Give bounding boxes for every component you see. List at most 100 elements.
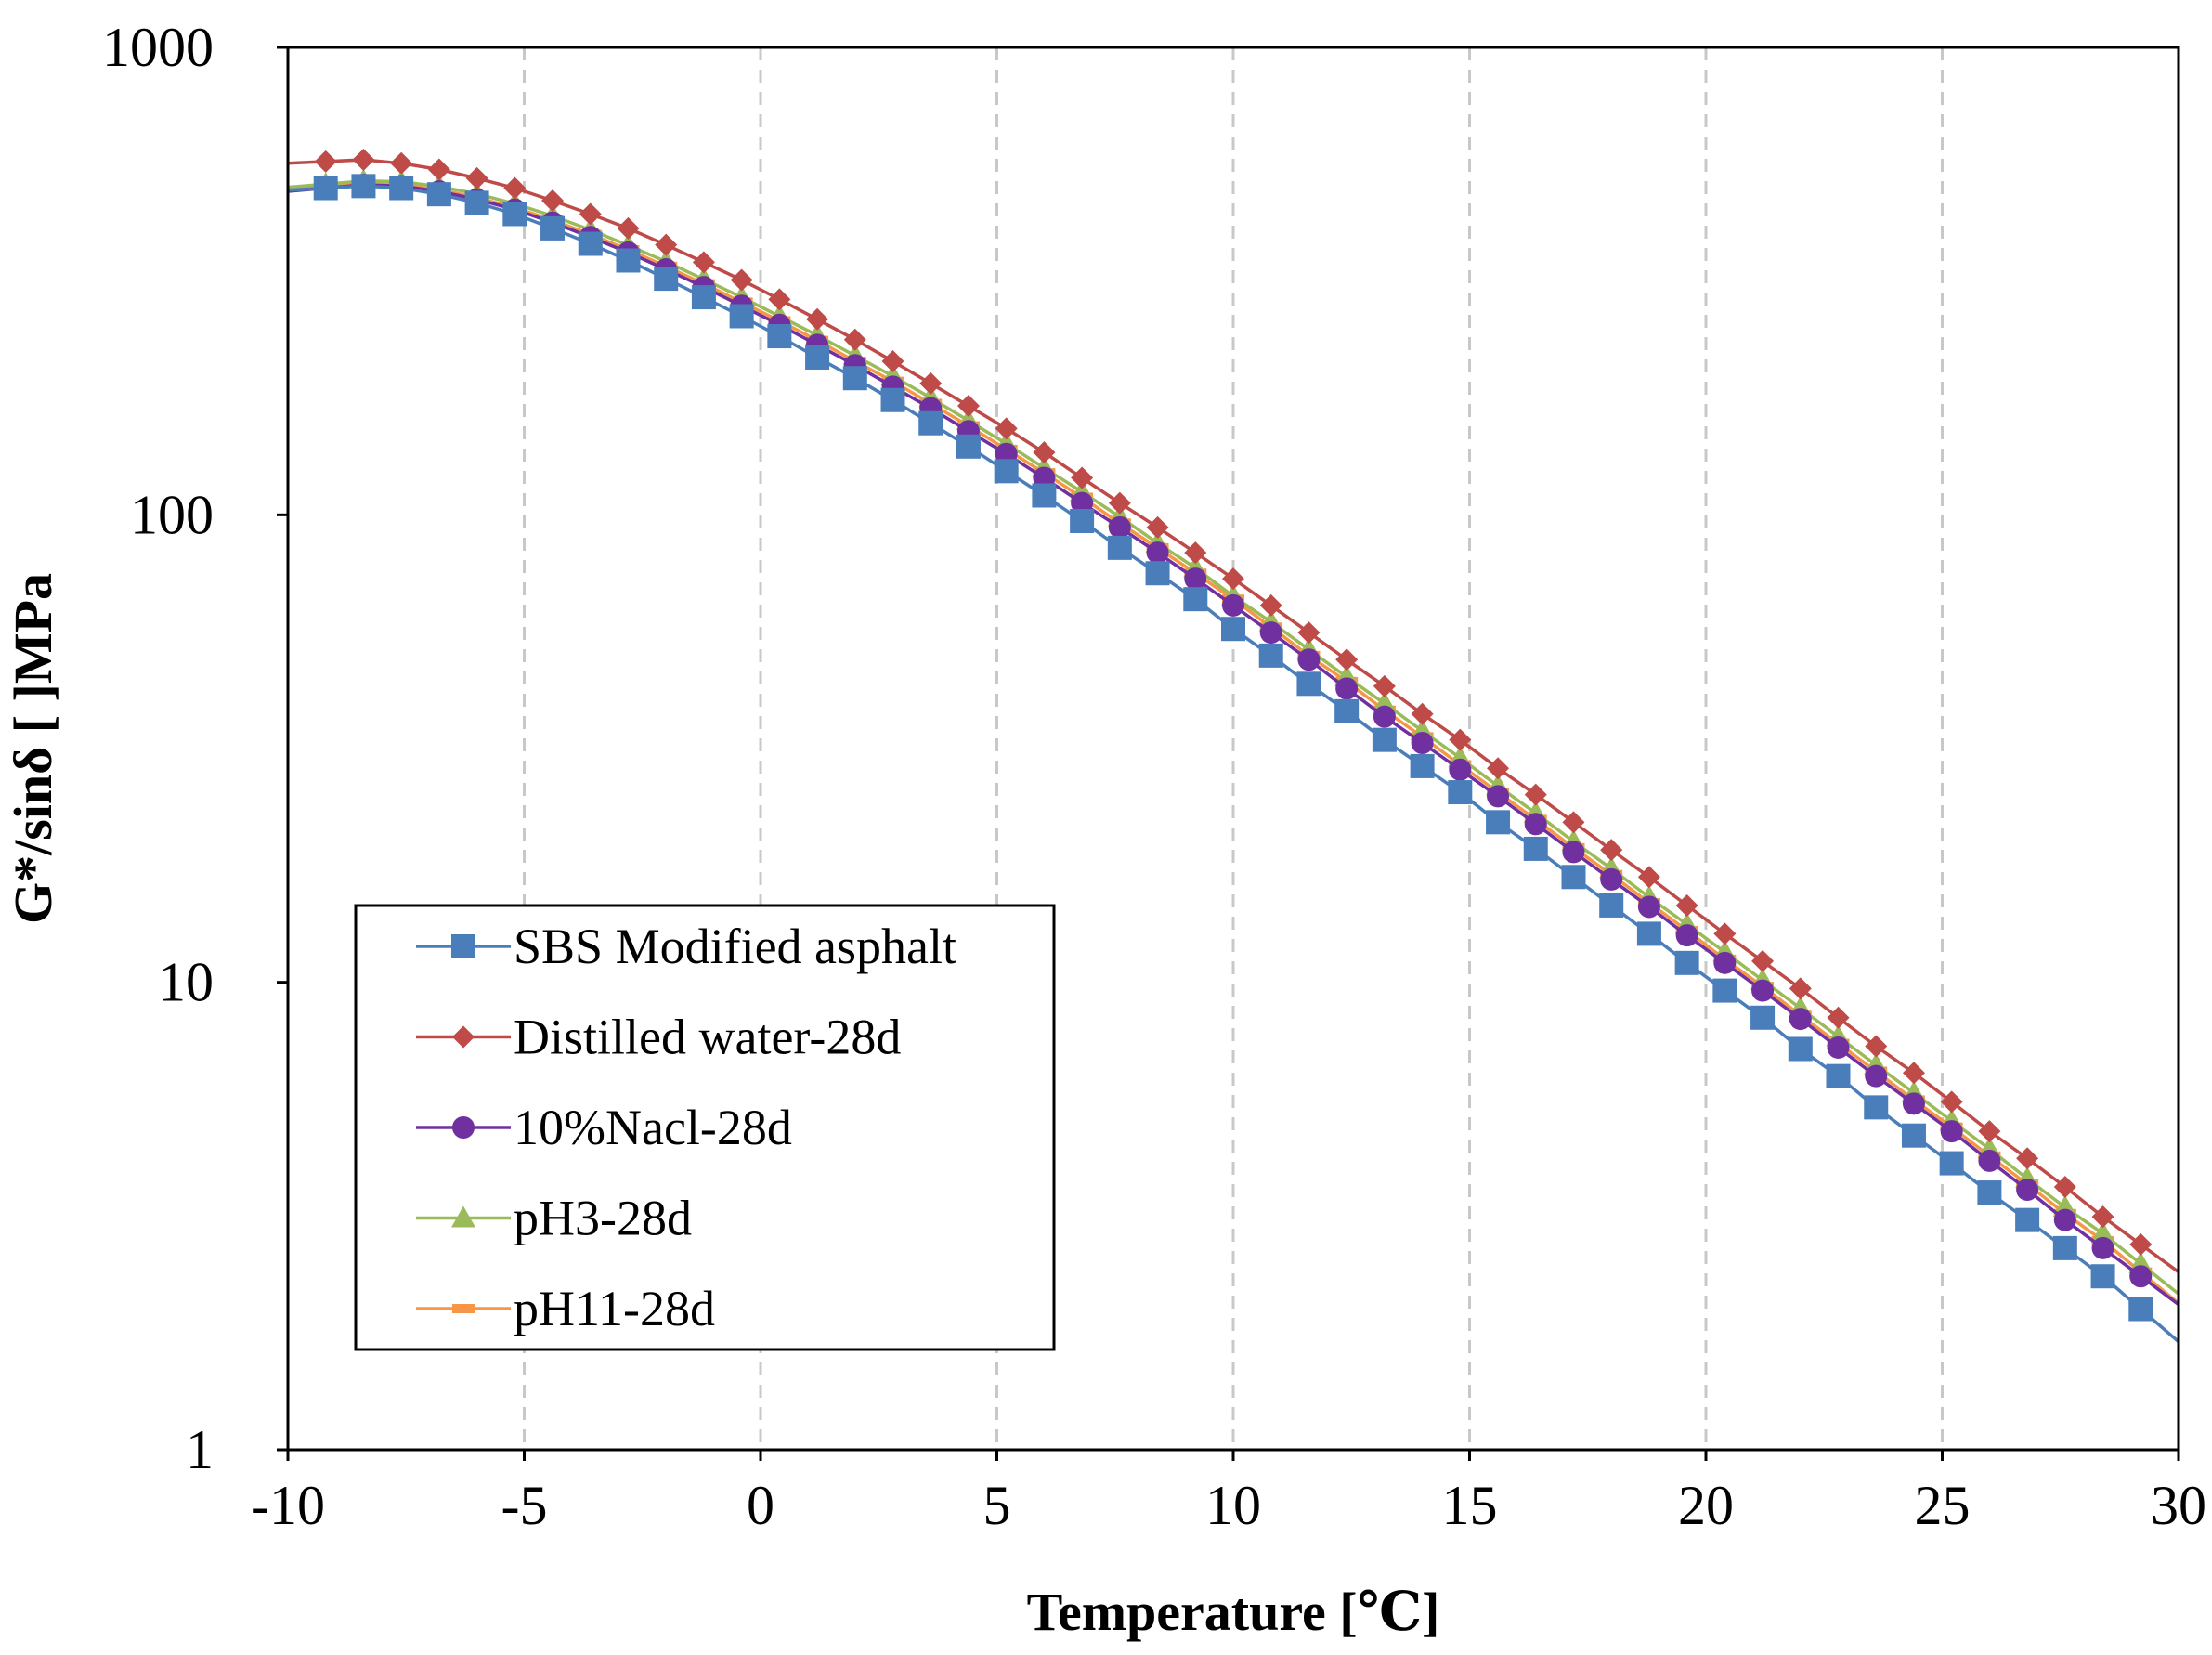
data-point bbox=[541, 189, 565, 213]
y-tick-label: 1 bbox=[186, 1419, 214, 1480]
data-point bbox=[1184, 567, 1207, 591]
data-point bbox=[1146, 515, 1169, 539]
data-point bbox=[540, 215, 566, 241]
data-point bbox=[1902, 1062, 1925, 1085]
legend-item: Distilled water-28d bbox=[416, 1010, 901, 1065]
data-point bbox=[1940, 1120, 1963, 1143]
data-point bbox=[1939, 1151, 1964, 1176]
data-point bbox=[1675, 924, 1698, 947]
data-point bbox=[2016, 1178, 2039, 1201]
data-point bbox=[691, 285, 716, 310]
data-point bbox=[655, 233, 678, 256]
legend-label: SBS Modified asphalt bbox=[514, 919, 956, 974]
data-point bbox=[2052, 1235, 2077, 1260]
x-tick-label: 30 bbox=[2151, 1475, 2206, 1536]
data-point bbox=[730, 268, 753, 292]
data-point bbox=[1487, 785, 1510, 808]
data-point bbox=[1637, 895, 1660, 919]
series-sbs-modified-asphalt bbox=[287, 174, 2180, 1344]
data-point bbox=[880, 387, 905, 412]
data-point bbox=[313, 176, 338, 201]
data-point bbox=[1712, 978, 1737, 1003]
x-axis-title: Temperature [℃] bbox=[1027, 1582, 1440, 1642]
data-point bbox=[768, 288, 791, 311]
data-point bbox=[1449, 728, 1472, 751]
data-point bbox=[1562, 841, 1585, 864]
data-point bbox=[1259, 621, 1282, 645]
data-point bbox=[314, 150, 337, 173]
data-point bbox=[1827, 1036, 1850, 1059]
data-point bbox=[1373, 705, 1396, 728]
data-point bbox=[1750, 1005, 1776, 1030]
data-point bbox=[427, 158, 450, 181]
data-point bbox=[351, 174, 376, 199]
data-point bbox=[2053, 1175, 2076, 1198]
data-point bbox=[1372, 727, 1397, 752]
x-tick-label: 25 bbox=[1915, 1475, 1971, 1536]
data-point bbox=[1977, 1180, 2002, 1205]
legend: SBS Modified asphalt Distilled water-28d 1… bbox=[354, 904, 1056, 1351]
data-point bbox=[1524, 783, 1547, 806]
data-point bbox=[1636, 921, 1661, 946]
legend-item: pH11-28d bbox=[416, 1281, 715, 1336]
data-point bbox=[1335, 677, 1359, 700]
data-point bbox=[767, 324, 792, 349]
data-point bbox=[1864, 1095, 1889, 1120]
data-point bbox=[881, 350, 904, 373]
x-tick-label: -10 bbox=[251, 1475, 325, 1536]
data-point bbox=[1032, 483, 1057, 508]
data-point bbox=[1751, 949, 1775, 972]
data-point bbox=[1675, 893, 1698, 917]
data-point bbox=[1108, 491, 1131, 515]
legend-label: Distilled water-28d bbox=[514, 1010, 901, 1065]
data-point bbox=[1674, 950, 1699, 975]
data-point bbox=[1297, 621, 1321, 645]
data-point bbox=[617, 216, 640, 240]
data-point bbox=[1599, 893, 1624, 918]
legend-item: 10%Nacl-28d bbox=[416, 1100, 792, 1155]
data-point bbox=[1865, 1064, 1888, 1088]
data-point bbox=[1107, 535, 1132, 560]
data-point bbox=[616, 248, 641, 273]
data-point bbox=[1071, 491, 1094, 515]
data-point bbox=[579, 202, 602, 226]
data-point bbox=[1600, 839, 1623, 862]
data-point bbox=[1335, 648, 1359, 671]
data-point bbox=[1788, 1036, 1813, 1062]
data-point bbox=[1070, 508, 1095, 533]
data-point bbox=[1486, 810, 1511, 835]
data-point bbox=[956, 434, 981, 459]
x-tick-label: 15 bbox=[1442, 1475, 1498, 1536]
legend-marker bbox=[452, 1116, 475, 1139]
data-point bbox=[2016, 1147, 2039, 1170]
data-point bbox=[1865, 1035, 1888, 1058]
data-point bbox=[1524, 813, 1547, 836]
legend-marker bbox=[451, 1205, 475, 1228]
data-point bbox=[806, 307, 829, 331]
data-point bbox=[1411, 732, 1434, 755]
data-point bbox=[1146, 541, 1169, 565]
data-point bbox=[1789, 1008, 1812, 1031]
data-point bbox=[2128, 1297, 2153, 1322]
data-point bbox=[1145, 561, 1170, 586]
data-point bbox=[1071, 466, 1094, 489]
data-point bbox=[2091, 1236, 2114, 1259]
data-point bbox=[352, 148, 375, 171]
legend-marker bbox=[451, 934, 475, 958]
y-tick-label: 1000 bbox=[102, 17, 214, 78]
legend-item: SBS Modified asphalt bbox=[416, 919, 956, 974]
data-point bbox=[1297, 648, 1321, 671]
data-point bbox=[919, 371, 943, 395]
data-point bbox=[918, 410, 943, 436]
data-point bbox=[1449, 758, 1472, 781]
y-axis-title: G*/sinδ [ ]MPa bbox=[3, 573, 63, 924]
data-point bbox=[1751, 979, 1775, 1002]
legend-label: pH11-28d bbox=[514, 1281, 715, 1336]
data-point bbox=[1221, 617, 1245, 642]
data-point bbox=[1373, 674, 1396, 697]
data-point bbox=[1222, 593, 1244, 617]
data-point bbox=[465, 166, 488, 189]
data-point bbox=[842, 366, 867, 391]
legend-marker bbox=[452, 1025, 475, 1049]
